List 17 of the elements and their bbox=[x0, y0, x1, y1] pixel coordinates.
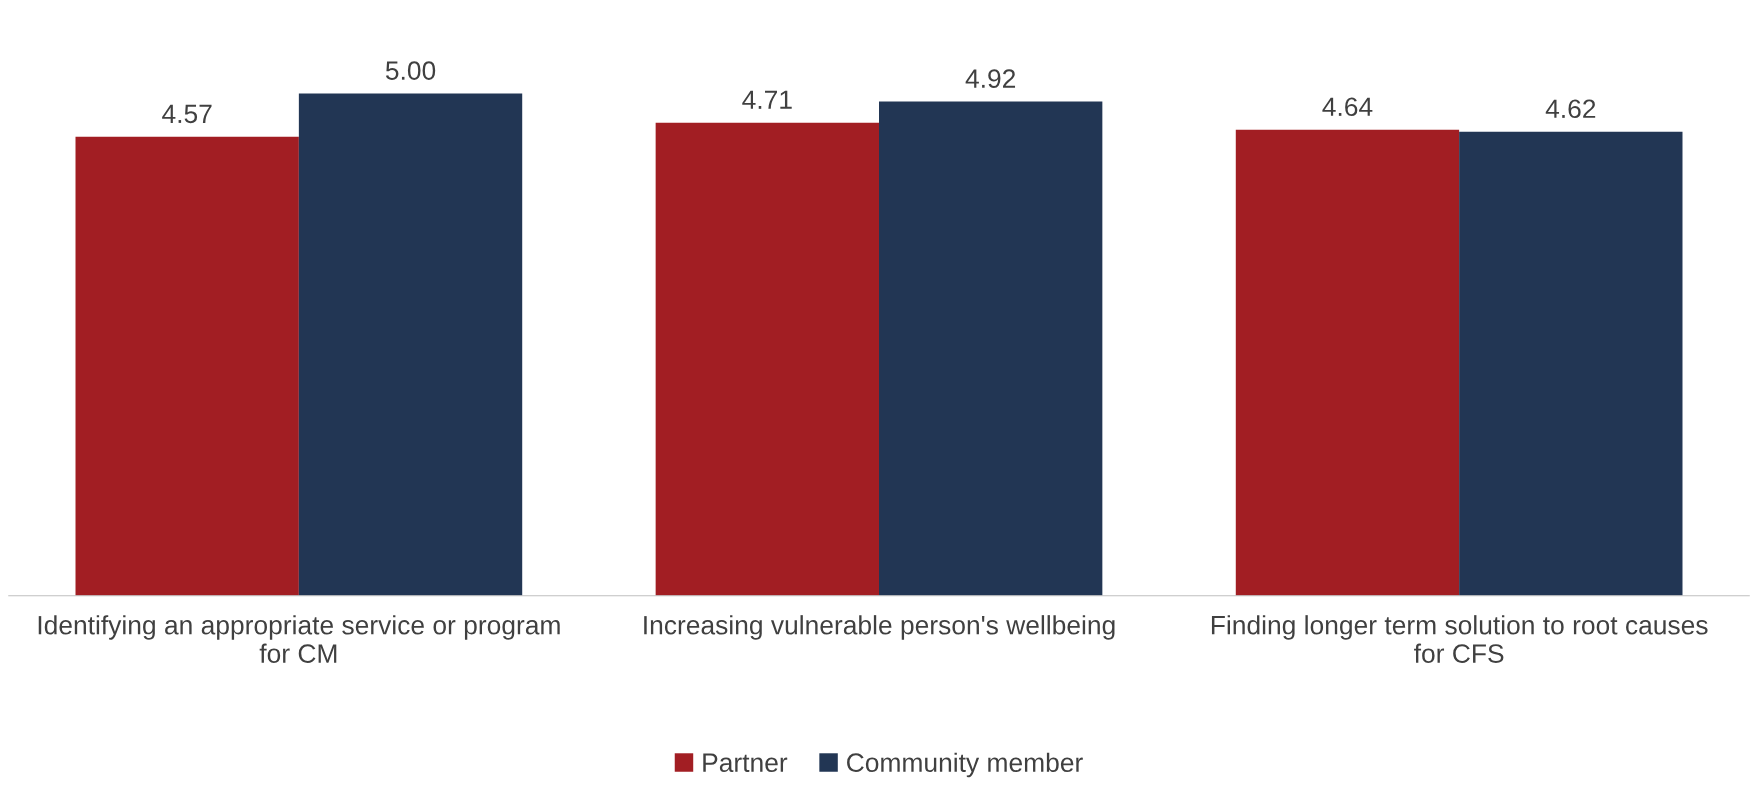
bar bbox=[75, 136, 299, 596]
bar bbox=[298, 93, 523, 596]
legend-label: Partner bbox=[703, 753, 788, 773]
legend-label: Community member bbox=[847, 752, 1083, 778]
data-label: 4.92 bbox=[965, 69, 1016, 88]
data-label: 5.00 bbox=[385, 61, 436, 80]
bar bbox=[1235, 129, 1460, 596]
bar bbox=[879, 101, 1103, 596]
x-tick-label: Increasing vulnerable person's wellbeing bbox=[644, 615, 1115, 640]
bar bbox=[1459, 131, 1683, 596]
x-tick-label: Identifying an appropriate service or program for CM bbox=[38, 615, 560, 663]
bar bbox=[655, 122, 879, 596]
data-label: 4.64 bbox=[1322, 97, 1373, 117]
data-label: 4.62 bbox=[1545, 99, 1596, 119]
x-tick-label: Finding longer term solution to root causes for CFS bbox=[1211, 615, 1708, 663]
data-label: 4.71 bbox=[742, 90, 792, 109]
data-label: 4.57 bbox=[162, 104, 212, 124]
